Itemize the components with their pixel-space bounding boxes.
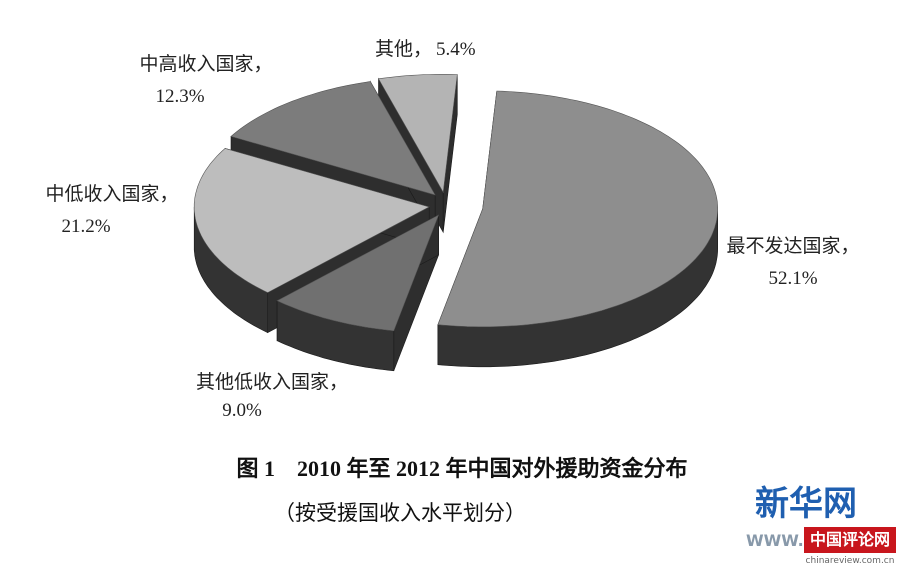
pie [193,74,718,372]
value-label: 5.4% [436,39,476,60]
value-label: 52.1% [768,268,817,289]
slice [193,148,430,293]
watermark-brand: 新华网 [755,484,857,524]
category-label: 其他， [375,38,432,60]
chart-subtitle: （按受援国收入水平划分） [274,501,526,525]
category-label: 中低收入国家， [45,183,178,205]
watermark-partner-url: chinareview.com.cn [806,556,895,566]
watermark-box [804,527,896,553]
category-label: 最不发达国家， [726,235,859,257]
labels: 最不发达国家， 52.1% 其他低收入国家， 9.0% 中低收入国家， 21.2% 中高收入… [45,38,859,421]
category-label: 其他低收入国家， [196,371,348,393]
category-label: 中高收入国家， [139,53,272,75]
slice [437,90,718,328]
slice [230,81,436,196]
value-label: 9.0% [222,400,262,421]
slice [276,214,440,332]
watermark-url: WWW.N [746,531,817,550]
slice [378,74,458,194]
value-label: 21.2% [61,216,110,237]
watermark-partner: 中国评论网 [810,530,890,549]
chart-title: 图 1 2010 年至 2012 年中国对外援助资金分布 [236,456,687,481]
value-label: 12.3% [155,86,204,107]
